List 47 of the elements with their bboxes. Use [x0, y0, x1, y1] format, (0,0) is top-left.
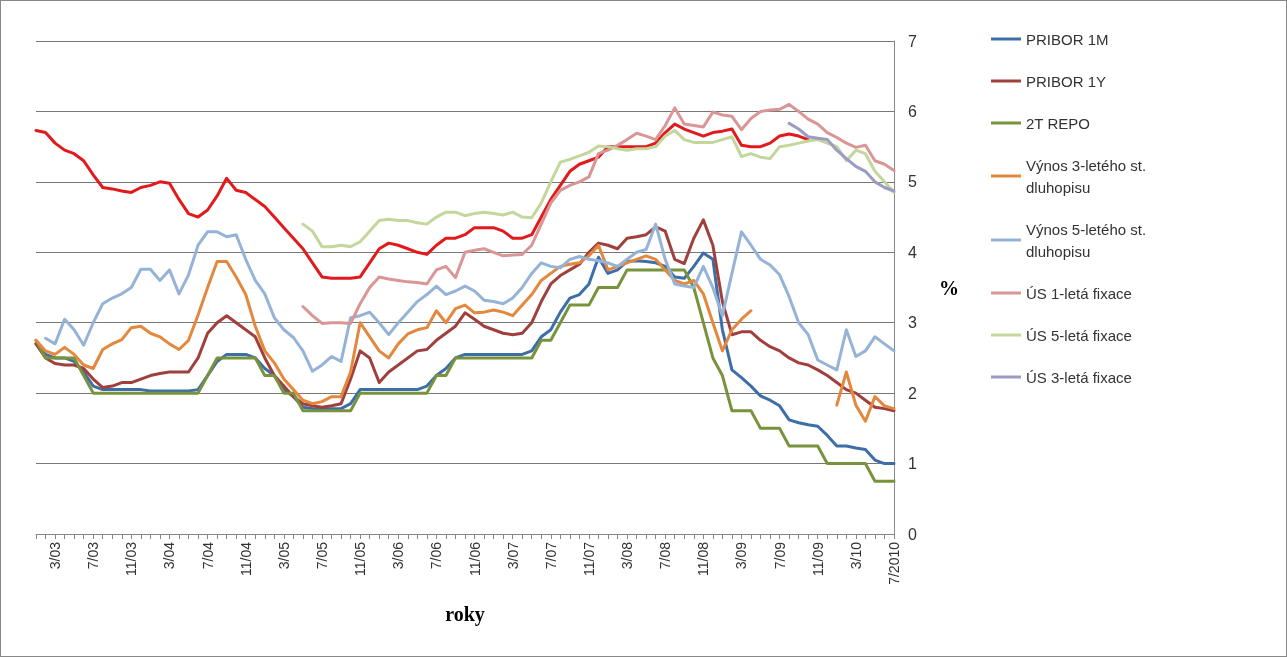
- x-tick-label: 11/06: [466, 541, 483, 576]
- x-tick-label: 7/06: [428, 541, 445, 570]
- y-axis-title: %: [939, 276, 959, 299]
- x-tick-label: 11/07: [580, 541, 597, 576]
- legend-label: ÚS 5-letá fixace: [1026, 326, 1132, 344]
- y-tick-label: 0: [908, 525, 917, 543]
- x-tick-label: 11/09: [809, 541, 826, 576]
- legend-label: 2T REPO: [1026, 114, 1090, 132]
- line-series: [301, 128, 896, 249]
- x-tick-label: 3/07: [504, 541, 521, 570]
- legend-label: ÚS 1-letá fixace: [1026, 284, 1132, 302]
- line-series: [301, 102, 896, 325]
- x-tick-label: 3/09: [733, 541, 750, 570]
- line-series: [34, 122, 810, 280]
- y-tick-label: 2: [908, 384, 917, 402]
- x-tick-label: 11/04: [237, 541, 254, 576]
- x-tick-label: 7/04: [199, 541, 216, 570]
- x-tick-label: 11/03: [123, 541, 140, 576]
- x-tick-label: 7/08: [657, 541, 674, 570]
- x-tick-label: 3/06: [390, 541, 407, 570]
- x-axis-title: roky: [445, 603, 485, 626]
- x-tick-label: 3/08: [619, 541, 636, 570]
- legend-label: Výnos 3-letého st. dluhopisu: [1026, 156, 1151, 196]
- x-tick-label: 7/2010: [886, 541, 902, 585]
- line-series: [34, 218, 896, 413]
- x-tick-label: 11/05: [352, 541, 369, 576]
- legend-label: Výnos 5-letého st. dluhopisu: [1026, 220, 1151, 260]
- legend-label: PRIBOR 1M: [1026, 30, 1109, 48]
- legend-label: ÚS 3-letá fixace: [1026, 368, 1132, 386]
- x-tick-label: 3/04: [161, 541, 178, 570]
- y-tick-label: 1: [908, 455, 917, 473]
- line-series: [44, 222, 896, 373]
- x-tick-label: 7/03: [85, 541, 102, 570]
- x-tick-label: 3/05: [275, 541, 292, 570]
- y-tick-label: 7: [908, 32, 917, 50]
- y-tick-label: 3: [908, 314, 917, 332]
- y-tick-label: 5: [908, 173, 917, 191]
- y-tick-label: 4: [908, 243, 917, 261]
- y-tick-label: 6: [908, 102, 917, 120]
- x-tick-label: 11/08: [695, 541, 712, 576]
- x-tick-label: 7/07: [542, 541, 559, 570]
- x-tick-label: 7/05: [314, 541, 330, 570]
- x-tick-label: 7/09: [771, 541, 788, 570]
- legend-label: PRIBOR 1Y: [1026, 72, 1107, 90]
- x-tick-label: 3/10: [847, 541, 864, 570]
- x-tick-label: 3/03: [47, 541, 64, 570]
- line-series: [787, 121, 896, 193]
